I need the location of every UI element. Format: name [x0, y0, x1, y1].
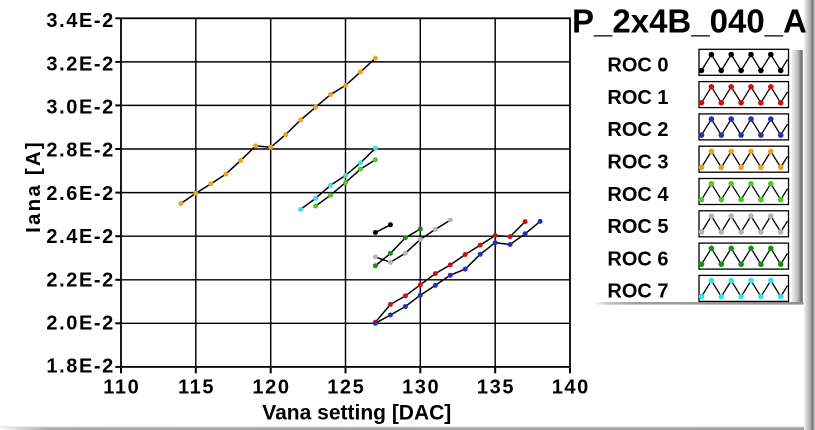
svg-text:Vana setting [DAC]: Vana setting [DAC]	[262, 402, 451, 425]
svg-text:1.8E-2: 1.8E-2	[46, 356, 115, 378]
svg-text:140: 140	[552, 377, 590, 399]
svg-text:115: 115	[178, 377, 215, 399]
svg-text:P_2x4B_040_A: P_2x4B_040_A	[572, 3, 807, 40]
svg-text:ROC 7: ROC 7	[607, 281, 668, 303]
svg-text:2.8E-2: 2.8E-2	[46, 140, 115, 162]
svg-text:ROC 4: ROC 4	[607, 184, 669, 206]
svg-text:ROC 3: ROC 3	[607, 152, 668, 174]
svg-text:2.6E-2: 2.6E-2	[46, 183, 115, 205]
svg-text:2.4E-2: 2.4E-2	[46, 226, 115, 248]
svg-text:ROC 1: ROC 1	[607, 87, 668, 109]
svg-text:135: 135	[477, 377, 515, 399]
svg-text:3.0E-2: 3.0E-2	[46, 97, 115, 119]
svg-text:110: 110	[103, 377, 140, 399]
svg-text:ROC 2: ROC 2	[607, 119, 668, 141]
svg-text:ROC 6: ROC 6	[607, 248, 668, 270]
svg-text:125: 125	[327, 377, 365, 399]
svg-text:130: 130	[402, 377, 440, 399]
svg-text:2.2E-2: 2.2E-2	[46, 269, 115, 291]
svg-text:2.0E-2: 2.0E-2	[46, 313, 115, 335]
svg-text:ROC 0: ROC 0	[607, 55, 668, 77]
svg-text:3.4E-2: 3.4E-2	[46, 10, 115, 32]
svg-text:3.2E-2: 3.2E-2	[46, 53, 115, 75]
svg-text:ROC 5: ROC 5	[607, 216, 668, 238]
svg-text:Iana [A]: Iana [A]	[22, 140, 45, 233]
svg-text:120: 120	[252, 377, 290, 399]
